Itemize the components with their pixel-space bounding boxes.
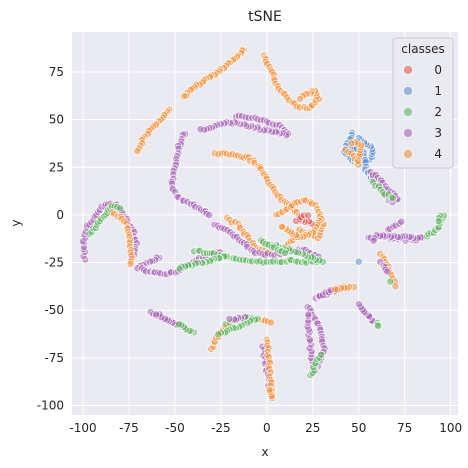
y-tick-label: -50 [44, 303, 64, 317]
x-axis-label: x [261, 445, 268, 459]
data-point-class-1 [354, 257, 363, 266]
legend-marker-class-1 [403, 86, 413, 96]
x-tick-label: 100 [439, 421, 462, 435]
legend-label-class-3: 3 [434, 126, 442, 140]
y-tick-label: -25 [44, 256, 64, 270]
x-tick-label: -50 [165, 421, 185, 435]
data-point-class-3 [383, 267, 392, 276]
legend-label-class-2: 2 [434, 105, 442, 119]
data-point-class-0 [304, 211, 313, 220]
data-point-class-4 [133, 147, 142, 155]
data-point-class-4 [347, 139, 356, 148]
legend-label-class-0: 0 [434, 63, 442, 77]
data-point-class-3 [397, 217, 406, 226]
y-axis-label: y [9, 219, 23, 226]
data-point-class-4 [296, 94, 304, 103]
data-point-class-2 [434, 217, 443, 226]
data-point-class-2 [317, 350, 326, 359]
legend-marker-class-3 [403, 128, 413, 138]
data-point-class-4 [126, 260, 135, 268]
data-point-class-2 [388, 194, 397, 203]
x-tick-label: 25 [305, 421, 320, 435]
legend-label-class-1: 1 [434, 84, 442, 98]
data-point-class-2 [175, 264, 184, 273]
data-point-class-3 [355, 300, 363, 309]
data-point-class-2 [175, 320, 183, 329]
legend-box [392, 37, 454, 169]
legend-title: classes [401, 42, 444, 56]
data-point-class-3 [369, 236, 378, 245]
legend-marker-class-4 [403, 149, 413, 159]
data-point-class-3 [225, 314, 234, 323]
x-tick-label: 75 [397, 421, 412, 435]
x-tick-label: -25 [211, 421, 231, 435]
y-tick-label: 50 [49, 113, 64, 127]
data-point-class-4 [277, 222, 286, 231]
data-point-class-2 [374, 322, 383, 330]
y-tick-labels: -100 -75 -50 -25 0 25 50 75 [37, 65, 64, 412]
data-point-class-2 [281, 248, 290, 257]
x-tick-labels: -100 -75 -50 -25 0 25 50 75 100 [69, 421, 462, 435]
data-point-class-3 [205, 211, 214, 220]
y-tick-label: 75 [49, 65, 64, 79]
y-tick-label: -75 [44, 351, 64, 365]
x-tick-label: 0 [263, 421, 271, 435]
legend-label-class-4: 4 [434, 147, 442, 161]
legend-marker-class-0 [403, 65, 413, 75]
data-point-class-3 [304, 310, 313, 319]
data-points [79, 46, 448, 402]
y-tick-label: 0 [56, 208, 64, 222]
x-tick-label: -75 [119, 421, 139, 435]
data-point-class-3 [152, 310, 161, 319]
x-tick-label: 50 [351, 421, 366, 435]
data-point-class-4 [331, 285, 339, 294]
chart-title: tSNE [248, 9, 282, 25]
data-point-class-2 [214, 330, 223, 339]
data-point-class-4 [265, 385, 274, 394]
legend-marker-class-2 [403, 107, 413, 117]
x-tick-label: -100 [69, 421, 96, 435]
data-point-class-2 [386, 277, 395, 286]
data-point-class-3 [196, 125, 205, 134]
data-point-class-4 [180, 92, 189, 100]
y-tick-label: 25 [49, 160, 64, 174]
legend: classes 0 1 2 3 4 [392, 37, 454, 169]
data-point-class-4 [267, 318, 276, 327]
y-tick-label: -100 [37, 398, 64, 412]
data-point-class-2 [116, 204, 125, 213]
data-point-class-4 [391, 282, 400, 291]
legend-items: 0 1 2 3 4 [403, 63, 442, 161]
